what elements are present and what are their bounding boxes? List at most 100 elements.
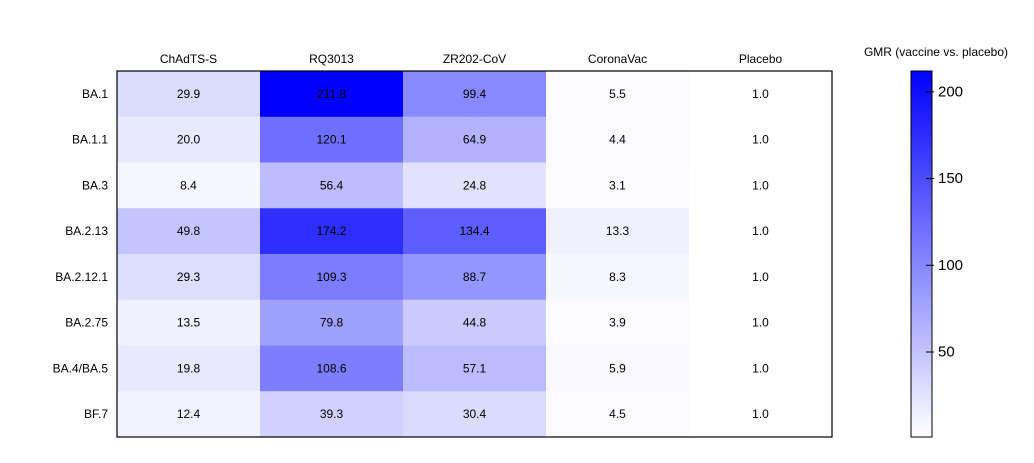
heatmap-cell xyxy=(117,162,261,209)
heatmap-cell xyxy=(117,345,261,392)
heatmap-cell xyxy=(689,162,833,209)
heatmap-cell xyxy=(689,71,833,118)
cell-value-label: 57.1 xyxy=(463,361,487,375)
heatmap-cell xyxy=(546,71,690,118)
cell-value-label: 1.0 xyxy=(752,270,769,284)
cell-value-label: 108.6 xyxy=(316,361,346,375)
heatmap-cell xyxy=(403,208,547,255)
cell-value-labels: 29.9 211.8 99.4 5.5 1.0 20.0 120.1 64.9 4.4 1.0 8.… xyxy=(177,87,769,421)
cell-value-label: 49.8 xyxy=(177,224,201,238)
heatmap-cell xyxy=(260,345,404,392)
heatmap-cell xyxy=(689,116,833,163)
cell-value-label: 3.1 xyxy=(609,178,626,192)
cell-value-label: 1.0 xyxy=(752,224,769,238)
colorbar: GMR (vaccine vs. placebo) 50 100 150 200 xyxy=(864,45,1008,438)
heatmap-cell xyxy=(689,208,833,255)
row-label: BA.2.75 xyxy=(65,316,108,330)
heatmap-cell xyxy=(260,299,404,346)
cell-value-label: 44.8 xyxy=(463,316,487,330)
colorbar-tick-label: 50 xyxy=(938,344,955,361)
cell-value-label: 1.0 xyxy=(752,316,769,330)
cell-value-label: 24.8 xyxy=(463,178,487,192)
row-label: BA.1 xyxy=(82,87,108,101)
cell-value-label: 5.5 xyxy=(609,87,626,101)
cell-value-label: 109.3 xyxy=(316,270,346,284)
heatmap-cell xyxy=(403,254,547,301)
heatmap-cell xyxy=(546,299,690,346)
colorbar-title: GMR (vaccine vs. placebo) xyxy=(864,45,1008,59)
heatmap-cells xyxy=(117,71,833,438)
cell-value-label: 8.3 xyxy=(609,270,626,284)
heatmap-cell xyxy=(260,71,404,118)
heatmap-cell xyxy=(546,208,690,255)
heatmap-cell xyxy=(403,162,547,209)
row-label: BA.2.13 xyxy=(65,224,108,238)
cell-value-label: 5.9 xyxy=(609,361,626,375)
heatmap-cell xyxy=(117,116,261,163)
row-label: BA.4/BA.5 xyxy=(53,361,109,375)
cell-value-label: 1.0 xyxy=(752,133,769,147)
row-label: BA.3 xyxy=(82,178,108,192)
cell-value-label: 20.0 xyxy=(177,133,201,147)
heatmap-cell xyxy=(689,299,833,346)
cell-value-label: 56.4 xyxy=(320,178,344,192)
column-label: RQ3013 xyxy=(309,52,354,66)
heatmap-cell xyxy=(117,254,261,301)
heatmap-cell xyxy=(403,345,547,392)
heatmap-cell xyxy=(117,71,261,118)
heatmap-cell xyxy=(546,116,690,163)
heatmap-cell xyxy=(260,162,404,209)
cell-value-label: 39.3 xyxy=(320,407,344,421)
cell-value-label: 88.7 xyxy=(463,270,487,284)
colorbar-gradient xyxy=(910,70,933,438)
cell-value-label: 12.4 xyxy=(177,407,201,421)
heatmap-cell xyxy=(403,71,547,118)
colorbar-tick-label: 100 xyxy=(938,257,963,274)
heatmap-cell xyxy=(117,299,261,346)
column-label: Placebo xyxy=(739,52,783,66)
heatmap-cell xyxy=(260,254,404,301)
cell-value-label: 19.8 xyxy=(177,361,201,375)
heatmap-cell xyxy=(403,391,547,438)
heatmap-cell xyxy=(260,391,404,438)
heatmap-cell xyxy=(260,208,404,255)
cell-value-label: 8.4 xyxy=(180,178,197,192)
cell-value-label: 13.3 xyxy=(606,224,630,238)
cell-value-label: 1.0 xyxy=(752,87,769,101)
row-label: BA.2.12.1 xyxy=(55,270,108,284)
cell-value-label: 120.1 xyxy=(316,133,346,147)
heatmap-cell xyxy=(546,391,690,438)
heatmap-cell xyxy=(403,299,547,346)
cell-value-label: 1.0 xyxy=(752,407,769,421)
heatmap-cell xyxy=(546,254,690,301)
colorbar-tick-label: 200 xyxy=(938,83,963,100)
cell-value-label: 29.3 xyxy=(177,270,201,284)
cell-value-label: 1.0 xyxy=(752,178,769,192)
column-labels: ChAdTS-S RQ3013 ZR202-CoV CoronaVac Placebo xyxy=(160,52,783,66)
heatmap-cell xyxy=(546,162,690,209)
colorbar-ticks: 50 100 150 200 xyxy=(926,83,963,361)
heatmap-cell xyxy=(260,116,404,163)
heatmap-cell xyxy=(689,345,833,392)
cell-value-label: 134.4 xyxy=(459,224,489,238)
cell-value-label: 4.5 xyxy=(609,407,626,421)
cell-value-label: 29.9 xyxy=(177,87,201,101)
heatmap-cell xyxy=(689,391,833,438)
plot-frame xyxy=(116,70,833,438)
cell-value-label: 30.4 xyxy=(463,407,487,421)
row-labels: BA.1 BA.1.1 BA.3 BA.2.13 BA.2.12.1 BA.2.75 BA.… xyxy=(53,87,109,421)
heatmap-cell xyxy=(546,345,690,392)
column-label: ChAdTS-S xyxy=(160,52,217,66)
heatmap-cell xyxy=(403,116,547,163)
cell-value-label: 64.9 xyxy=(463,133,487,147)
cell-value-label: 1.0 xyxy=(752,361,769,375)
row-label: BF.7 xyxy=(84,407,108,421)
cell-value-label: 3.9 xyxy=(609,316,626,330)
cell-value-label: 174.2 xyxy=(316,224,346,238)
heatmap-cell xyxy=(689,254,833,301)
column-label: ZR202-CoV xyxy=(443,52,506,66)
cell-value-label: 211.8 xyxy=(317,87,346,101)
colorbar-tick-label: 150 xyxy=(938,170,963,187)
heatmap-cell xyxy=(117,391,261,438)
